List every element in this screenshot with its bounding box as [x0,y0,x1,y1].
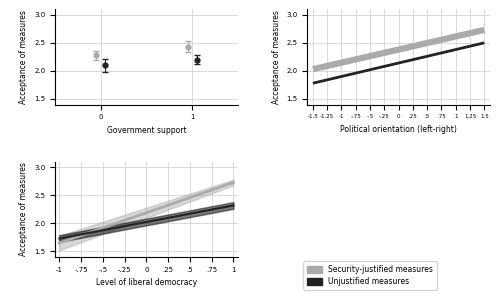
Legend: Security-justified measures, Unjustified measures: Security-justified measures, Unjustified… [303,261,437,290]
Y-axis label: Acceptance of measures: Acceptance of measures [20,162,28,256]
X-axis label: Government support: Government support [106,126,186,135]
X-axis label: Political orientation (left-right): Political orientation (left-right) [340,125,457,134]
Y-axis label: Acceptance of measures: Acceptance of measures [272,10,280,104]
X-axis label: Level of liberal democracy: Level of liberal democracy [96,278,197,287]
Y-axis label: Acceptance of measures: Acceptance of measures [20,10,28,104]
